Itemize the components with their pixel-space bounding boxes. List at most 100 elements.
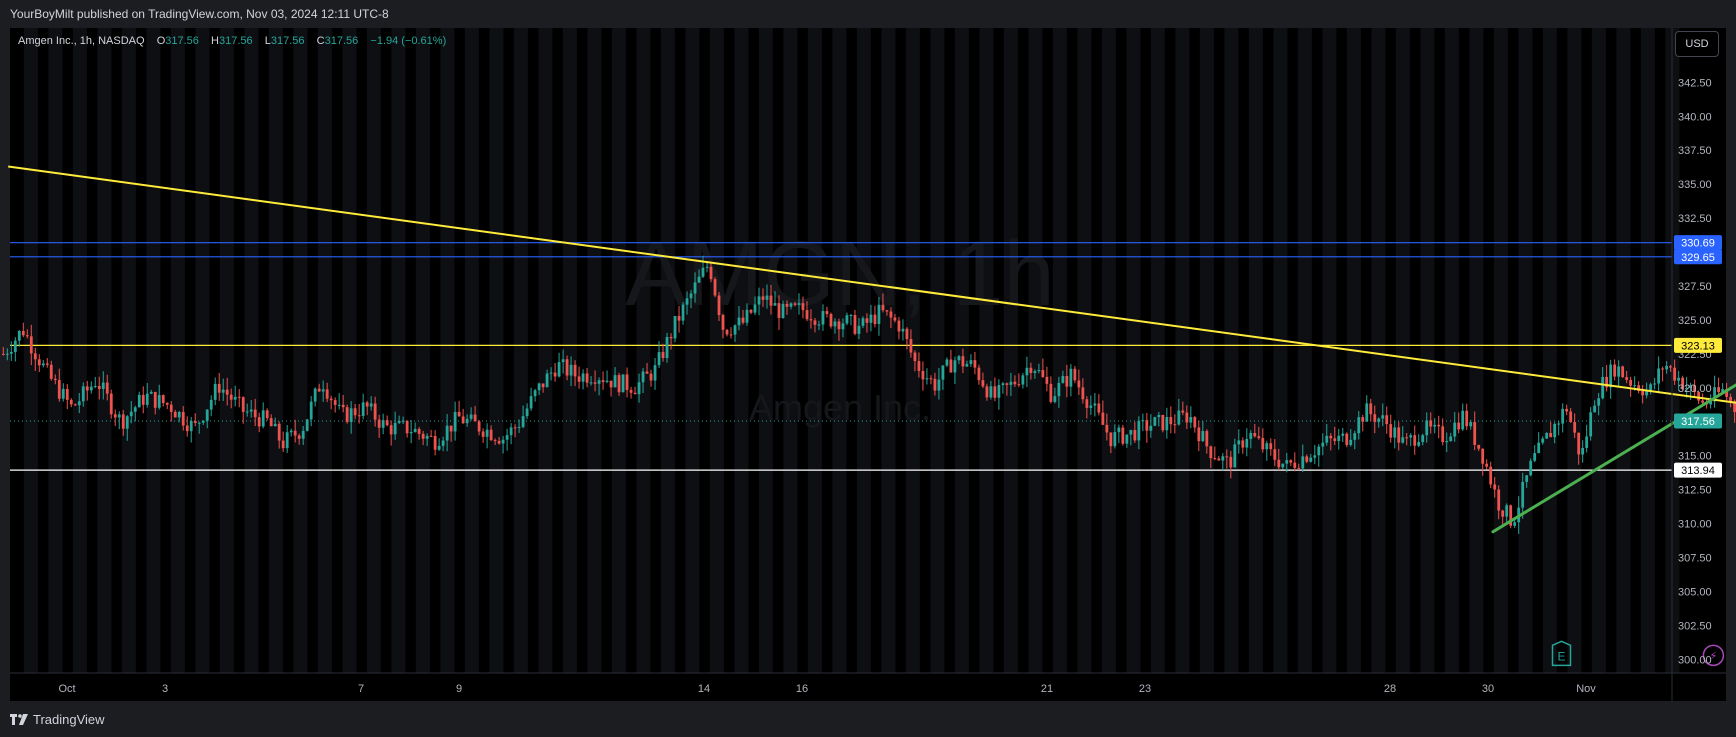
price-label-value: 330.69 <box>1681 238 1715 250</box>
candle-body <box>393 422 397 435</box>
candle-body <box>1393 427 1397 438</box>
time-tick-label: 9 <box>456 683 462 695</box>
dividend-icon[interactable] <box>1702 644 1725 667</box>
candle-body <box>853 315 857 334</box>
candle-body <box>381 420 385 428</box>
candle-body <box>1569 411 1573 423</box>
candle-body <box>1085 399 1089 408</box>
candle-body <box>1377 418 1381 422</box>
candle-body <box>897 320 901 332</box>
candle-body <box>1429 420 1433 427</box>
candle-body <box>145 393 149 405</box>
candle-body <box>1353 433 1357 440</box>
low-label: L <box>264 35 271 47</box>
candle-body <box>1593 405 1597 413</box>
candle-body <box>257 417 261 427</box>
candle-body <box>333 400 337 405</box>
publisher-bar: YourBoyMilt published on TradingView.com… <box>0 0 1736 28</box>
candle-body <box>1697 392 1701 401</box>
session-band <box>1101 28 1116 673</box>
trendline[interactable] <box>8 165 1736 471</box>
candle-body <box>1625 377 1629 380</box>
candle-body <box>277 423 281 441</box>
candle-body <box>1453 422 1457 437</box>
candle-body <box>185 425 189 432</box>
candle-body <box>1561 408 1565 424</box>
session-band <box>709 28 724 673</box>
candle-body <box>1177 410 1181 425</box>
candle-body <box>1381 415 1385 419</box>
session-band <box>636 28 651 673</box>
candle-body <box>1601 376 1605 399</box>
brand-name: TradingView <box>33 712 105 727</box>
candle-body <box>845 315 849 324</box>
candle-body <box>685 298 689 305</box>
candle-body <box>581 373 585 382</box>
candle-body <box>1197 427 1201 442</box>
candle-body <box>365 402 369 407</box>
candle-body <box>229 394 233 400</box>
candle-body <box>1645 390 1649 396</box>
session-band <box>146 28 161 673</box>
candle-body <box>37 359 41 366</box>
price-tick-label: 340.00 <box>1678 111 1712 123</box>
candle-body <box>1073 368 1077 381</box>
candle-body <box>285 432 289 449</box>
candle-body <box>1637 385 1641 392</box>
candle-body <box>1497 489 1501 511</box>
candle-body <box>1253 433 1257 437</box>
candle-body <box>293 430 297 436</box>
candle-body <box>485 429 489 437</box>
session-band <box>587 28 602 673</box>
session-band <box>538 28 553 673</box>
candle-body <box>345 407 349 422</box>
currency-button[interactable]: USD <box>1675 31 1719 57</box>
candle-body <box>1141 420 1145 422</box>
candle-body <box>17 330 21 341</box>
candle-body <box>561 359 565 363</box>
candle-body <box>745 309 749 323</box>
candle-body <box>1489 466 1493 485</box>
candle-body <box>409 432 413 434</box>
session-band <box>1297 28 1312 673</box>
candle-body <box>1473 422 1477 445</box>
candle-body <box>885 310 889 312</box>
candle-body <box>1721 389 1725 393</box>
session-band <box>807 28 822 673</box>
earnings-icon[interactable] <box>1551 640 1572 667</box>
candle-body <box>1217 458 1221 461</box>
session-band <box>1077 28 1092 673</box>
candle-body <box>329 398 333 401</box>
candle-body <box>1689 385 1693 389</box>
candle-body <box>1033 371 1037 373</box>
candle-body <box>405 420 409 434</box>
candle-body <box>1241 440 1245 448</box>
candle-body <box>625 374 629 390</box>
candle-body <box>1653 383 1657 385</box>
price-tick-label: 307.50 <box>1678 553 1712 565</box>
candle-body <box>1157 414 1161 418</box>
candle-body <box>173 411 177 418</box>
candle-body <box>481 431 485 437</box>
candle-body <box>1681 377 1685 390</box>
candle-body <box>1305 456 1309 462</box>
candle-body <box>1405 437 1409 439</box>
candle-body <box>601 380 605 383</box>
candle-body <box>1041 370 1045 377</box>
candle-body <box>809 319 813 321</box>
candle-body <box>201 420 205 423</box>
candle-body <box>1401 437 1405 443</box>
candle-body <box>441 440 445 446</box>
candle-body <box>421 433 425 439</box>
candle-body <box>1345 433 1349 445</box>
candle-body <box>797 303 801 305</box>
tradingview-brand[interactable]: TradingView <box>10 712 105 727</box>
candle-body <box>1469 422 1473 427</box>
candle-body <box>633 392 637 395</box>
session-band <box>48 28 63 673</box>
candle-body <box>1621 366 1625 378</box>
candle-body <box>513 427 517 429</box>
candle-body <box>1245 438 1249 448</box>
candle-body <box>1149 425 1153 431</box>
